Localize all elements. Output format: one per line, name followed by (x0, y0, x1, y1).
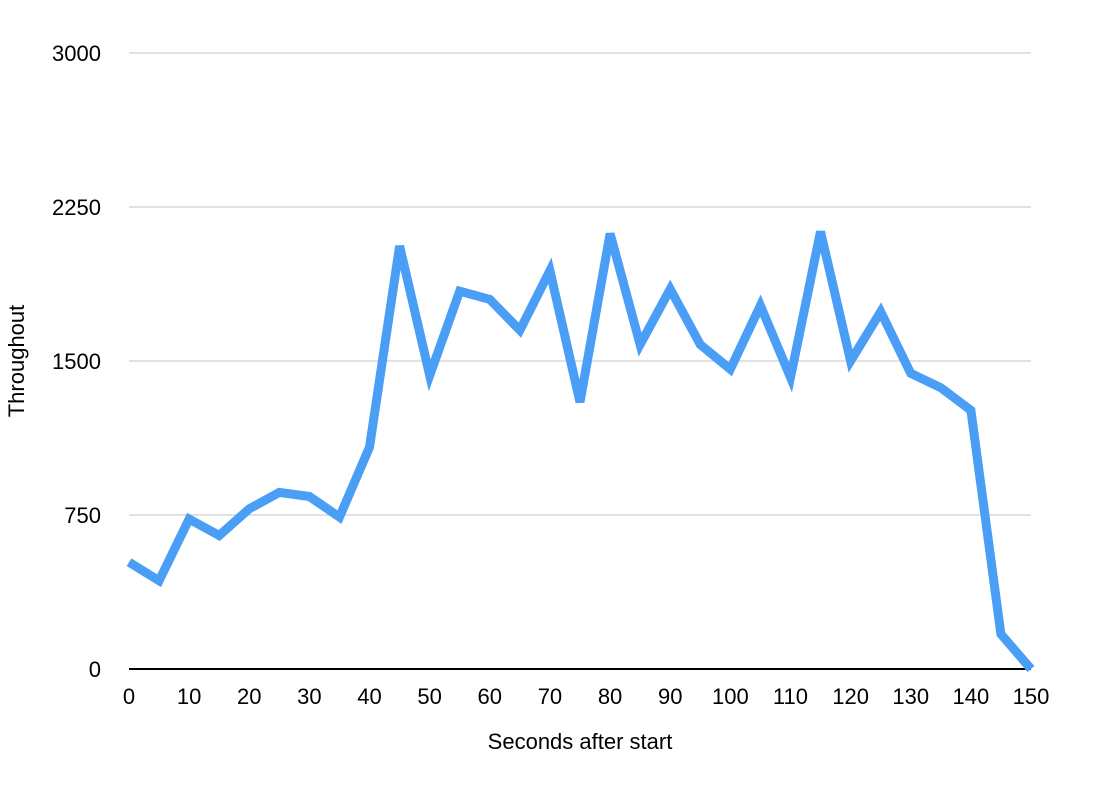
x-tick-label: 140 (953, 684, 990, 709)
gridlines (129, 52, 1031, 516)
y-tick-label: 750 (64, 503, 101, 528)
x-tick-label: 120 (832, 684, 869, 709)
y-tick-label: 0 (89, 657, 101, 682)
x-tick-label: 60 (478, 684, 502, 709)
x-tick-label: 30 (297, 684, 321, 709)
x-tick-label: 150 (1013, 684, 1050, 709)
series-line-0 (126, 230, 1035, 672)
x-tick-label: 130 (892, 684, 929, 709)
x-tick-label: 0 (123, 684, 135, 709)
y-tick-label: 1500 (52, 349, 101, 374)
y-axis-title: Throughout (4, 305, 29, 418)
x-tick-label: 40 (357, 684, 381, 709)
series-layer (126, 230, 1035, 672)
y-tick-labels: 0 750 1500 2250 3000 (52, 41, 101, 682)
x-tick-label: 10 (177, 684, 201, 709)
y-tick-label: 2250 (52, 195, 101, 220)
x-tick-label: 20 (237, 684, 261, 709)
x-axis-title: Seconds after start (488, 729, 673, 754)
y-tick-label: 3000 (52, 41, 101, 66)
x-tick-label: 90 (658, 684, 682, 709)
x-tick-label: 70 (538, 684, 562, 709)
x-tick-label: 110 (773, 684, 808, 709)
x-tick-label: 80 (598, 684, 622, 709)
x-tick-label: 100 (712, 684, 749, 709)
x-tick-label: 50 (417, 684, 441, 709)
x-tick-labels: 0 10 20 30 40 50 60 70 80 90 100 110 120 130 140 150 (123, 684, 1049, 709)
